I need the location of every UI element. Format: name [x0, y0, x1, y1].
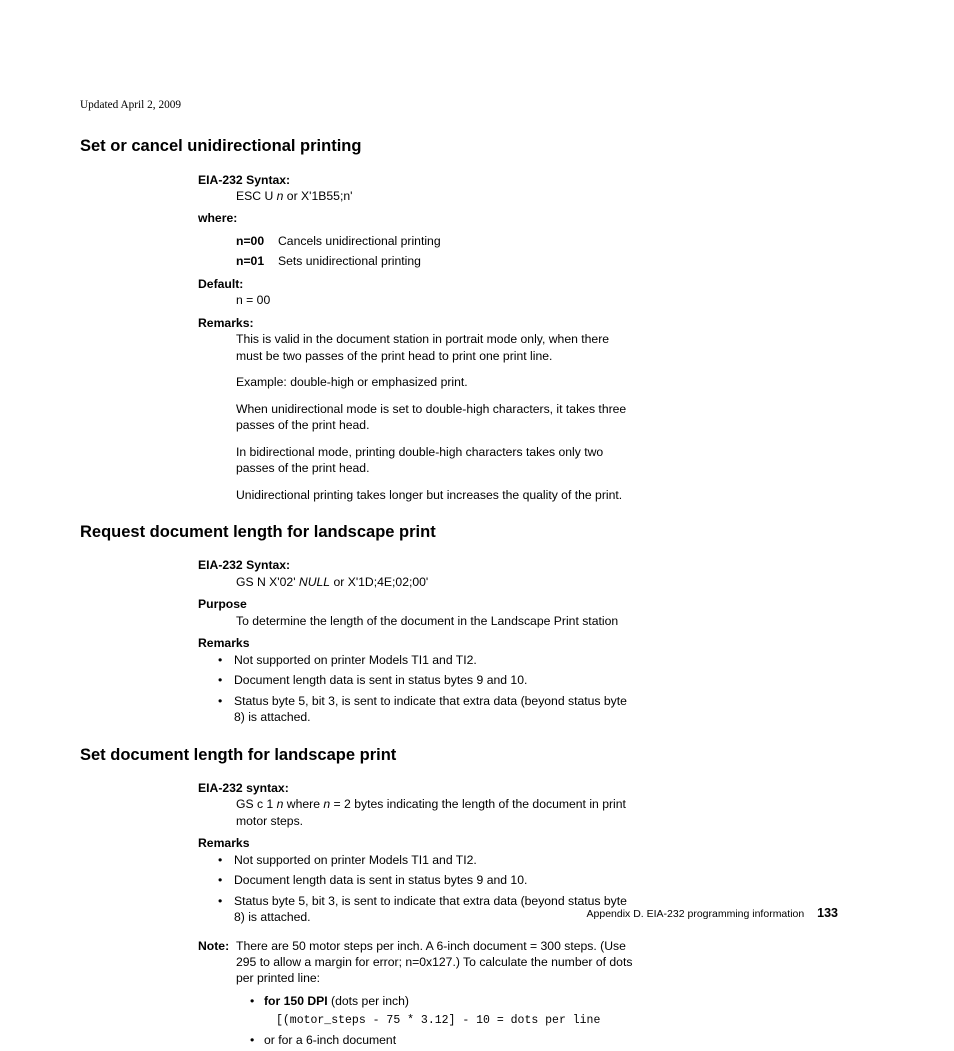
s1-remark-1: This is valid in the document station in… — [236, 331, 638, 364]
s1-remark-5: Unidirectional printing takes longer but… — [236, 487, 638, 503]
s3-remarks-label: Remarks — [198, 835, 638, 851]
s2-purpose-value: To determine the length of the document … — [236, 613, 638, 629]
s2-syntax-value: GS N X'02' NULL or X'1D;4E;02;00' — [236, 574, 638, 590]
s2-bullet-2: Document length data is sent in status b… — [218, 672, 638, 688]
s1-remark-3: When unidirectional mode is set to doubl… — [236, 401, 638, 434]
s1-n01-row: n=01 Sets unidirectional printing — [236, 253, 638, 269]
footer-text: Appendix D. EIA-232 programming informat… — [587, 908, 805, 920]
s2-purpose-label: Purpose — [198, 596, 638, 612]
s1-where-label: where: — [198, 210, 638, 226]
s2-remarks-list: Not supported on printer Models TI1 and … — [218, 652, 638, 726]
page-number: 133 — [817, 906, 838, 920]
s2-syntax-label: EIA-232 Syntax: — [198, 557, 638, 573]
note-sub-2: or for a 6-inch document — [250, 1032, 638, 1048]
section-2-title: Request document length for landscape pr… — [80, 521, 874, 543]
s1-syntax-label: EIA-232 Syntax: — [198, 172, 638, 188]
s3-bullet-2: Document length data is sent in status b… — [218, 872, 638, 888]
s1-remark-2: Example: double-high or emphasized print… — [236, 374, 638, 390]
updated-date: Updated April 2, 2009 — [80, 98, 874, 113]
s3-remarks-list: Not supported on printer Models TI1 and … — [218, 852, 638, 926]
section-3-title: Set document length for landscape print — [80, 744, 874, 766]
s3-bullet-1: Not supported on printer Models TI1 and … — [218, 852, 638, 868]
note-sub-1: for 150 DPI (dots per inch) [(motor_step… — [250, 993, 638, 1029]
s1-remarks-label: Remarks: — [198, 315, 638, 331]
s3-bullet-3: Status byte 5, bit 3, is sent to indicat… — [218, 893, 638, 926]
s2-bullet-1: Not supported on printer Models TI1 and … — [218, 652, 638, 668]
note-body-text: There are 50 motor steps per inch. A 6-i… — [236, 938, 638, 987]
s1-n00-row: n=00 Cancels unidirectional printing — [236, 233, 638, 249]
note-sub-list: for 150 DPI (dots per inch) [(motor_step… — [250, 993, 638, 1048]
s2-bullet-3: Status byte 5, bit 3, is sent to indicat… — [218, 693, 638, 726]
note-code: [(motor_steps - 75 * 3.12] - 10 = dots p… — [276, 1013, 638, 1029]
page-footer: Appendix D. EIA-232 programming informat… — [587, 905, 838, 922]
s1-remark-4: In bidirectional mode, printing double-h… — [236, 444, 638, 477]
s3-syntax-value: GS c 1 n where n = 2 bytes indicating th… — [236, 796, 638, 829]
s1-default-label: Default: — [198, 276, 638, 292]
s3-syntax-label: EIA-232 syntax: — [198, 780, 638, 796]
note-label: Note: — [198, 938, 236, 1051]
s1-syntax-value: ESC U n or X'1B55;n' — [236, 188, 638, 204]
section-1-title: Set or cancel unidirectional printing — [80, 135, 874, 157]
s1-default-value: n = 00 — [236, 292, 638, 308]
s3-note: Note: There are 50 motor steps per inch.… — [198, 938, 638, 1051]
s2-remarks-label: Remarks — [198, 635, 638, 651]
